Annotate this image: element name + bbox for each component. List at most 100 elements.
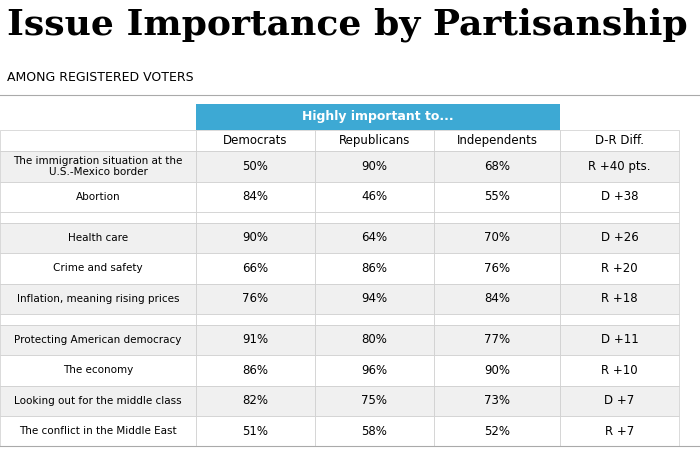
Text: 77%: 77% xyxy=(484,333,510,346)
Bar xyxy=(0,182,196,212)
Text: 84%: 84% xyxy=(484,292,510,306)
Bar xyxy=(560,182,679,212)
Text: D +38: D +38 xyxy=(601,190,638,203)
Text: Independents: Independents xyxy=(456,134,538,147)
Text: 55%: 55% xyxy=(484,190,510,203)
Bar xyxy=(434,416,560,446)
Bar xyxy=(434,324,560,355)
Bar xyxy=(196,314,315,324)
Bar xyxy=(434,212,560,223)
Text: 76%: 76% xyxy=(242,292,269,306)
Bar xyxy=(0,314,196,324)
Bar xyxy=(560,151,679,182)
Text: 90%: 90% xyxy=(484,364,510,377)
Bar xyxy=(315,253,434,284)
Text: 76%: 76% xyxy=(484,262,510,275)
Bar xyxy=(0,130,196,151)
Text: 51%: 51% xyxy=(242,425,269,438)
Bar xyxy=(196,416,315,446)
Bar xyxy=(0,355,196,386)
Bar xyxy=(434,355,560,386)
Bar xyxy=(560,386,679,416)
Text: Issue Importance by Partisanship: Issue Importance by Partisanship xyxy=(7,8,687,42)
Text: The immigration situation at the
U.S.-Mexico border: The immigration situation at the U.S.-Me… xyxy=(13,156,183,177)
Bar xyxy=(315,355,434,386)
Text: 75%: 75% xyxy=(361,394,388,407)
Bar xyxy=(0,223,196,253)
Text: 70%: 70% xyxy=(484,231,510,244)
Text: 64%: 64% xyxy=(361,231,388,244)
Text: 82%: 82% xyxy=(242,394,269,407)
Text: R +18: R +18 xyxy=(601,292,638,306)
Bar xyxy=(560,416,679,446)
Bar xyxy=(196,212,315,223)
Bar xyxy=(434,386,560,416)
Text: Crime and safety: Crime and safety xyxy=(53,263,143,274)
Text: R +40 pts.: R +40 pts. xyxy=(588,160,651,173)
Text: 84%: 84% xyxy=(242,190,269,203)
Bar xyxy=(560,223,679,253)
Text: D +26: D +26 xyxy=(601,231,638,244)
Text: AMONG REGISTERED VOTERS: AMONG REGISTERED VOTERS xyxy=(7,71,194,84)
Bar xyxy=(0,104,196,130)
Bar xyxy=(560,324,679,355)
Bar xyxy=(560,314,679,324)
Text: 96%: 96% xyxy=(361,364,388,377)
Bar xyxy=(0,324,196,355)
Text: R +10: R +10 xyxy=(601,364,638,377)
Bar xyxy=(560,212,679,223)
Text: 73%: 73% xyxy=(484,394,510,407)
Text: 86%: 86% xyxy=(361,262,388,275)
Text: 68%: 68% xyxy=(484,160,510,173)
Bar xyxy=(434,314,560,324)
Bar xyxy=(434,151,560,182)
Text: 94%: 94% xyxy=(361,292,388,306)
Bar xyxy=(315,324,434,355)
Bar xyxy=(434,182,560,212)
Bar xyxy=(196,355,315,386)
Bar xyxy=(560,130,679,151)
Bar xyxy=(315,386,434,416)
Text: R +20: R +20 xyxy=(601,262,638,275)
Bar xyxy=(434,284,560,314)
Text: Abortion: Abortion xyxy=(76,192,120,202)
Bar xyxy=(0,386,196,416)
Bar xyxy=(315,182,434,212)
Text: Highly important to...: Highly important to... xyxy=(302,110,454,123)
Bar xyxy=(560,104,679,130)
Bar xyxy=(196,386,315,416)
Bar xyxy=(0,416,196,446)
Bar xyxy=(560,355,679,386)
Text: R +7: R +7 xyxy=(605,425,634,438)
Text: 52%: 52% xyxy=(484,425,510,438)
Text: The conflict in the Middle East: The conflict in the Middle East xyxy=(19,426,177,436)
Text: Looking out for the middle class: Looking out for the middle class xyxy=(14,396,182,406)
Text: 86%: 86% xyxy=(242,364,269,377)
Text: The economy: The economy xyxy=(63,365,133,375)
Bar xyxy=(434,253,560,284)
Bar xyxy=(560,253,679,284)
Bar xyxy=(0,212,196,223)
Bar xyxy=(196,223,315,253)
Bar xyxy=(315,416,434,446)
Text: 91%: 91% xyxy=(242,333,269,346)
Bar xyxy=(196,104,560,130)
Bar xyxy=(196,253,315,284)
Bar xyxy=(196,284,315,314)
Text: 58%: 58% xyxy=(362,425,387,438)
Bar xyxy=(315,130,434,151)
Text: Inflation, meaning rising prices: Inflation, meaning rising prices xyxy=(17,294,179,304)
Text: Democrats: Democrats xyxy=(223,134,288,147)
Text: 90%: 90% xyxy=(242,231,269,244)
Bar xyxy=(315,212,434,223)
Text: D-R Diff.: D-R Diff. xyxy=(595,134,644,147)
Text: 66%: 66% xyxy=(242,262,269,275)
Text: D +11: D +11 xyxy=(601,333,638,346)
Bar xyxy=(196,324,315,355)
Bar xyxy=(196,130,315,151)
Bar xyxy=(196,182,315,212)
Bar xyxy=(196,151,315,182)
Text: 50%: 50% xyxy=(243,160,268,173)
Bar xyxy=(434,223,560,253)
Bar xyxy=(0,253,196,284)
